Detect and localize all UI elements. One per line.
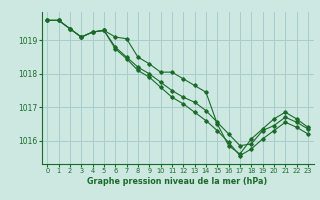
X-axis label: Graphe pression niveau de la mer (hPa): Graphe pression niveau de la mer (hPa) [87, 177, 268, 186]
